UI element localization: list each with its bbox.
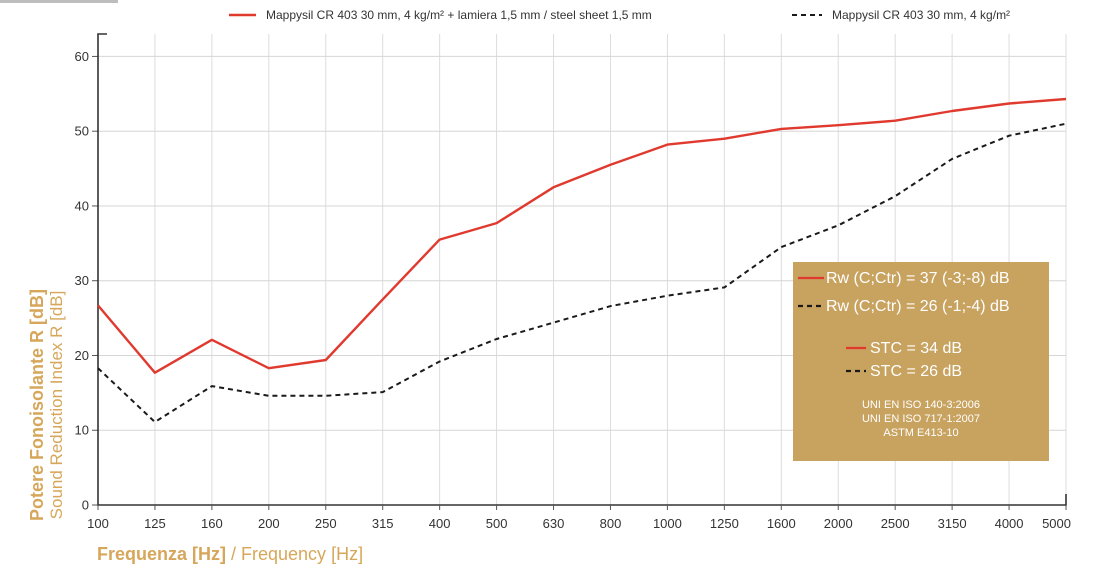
y-tick-label: 0	[82, 498, 89, 513]
x-axis-title-bold: Frequenza [Hz]	[97, 544, 226, 564]
x-tick-label: 200	[258, 516, 280, 531]
x-tick-label: 1250	[710, 516, 739, 531]
legend-label-solid: Mappysil CR 403 30 mm, 4 kg/m² + lamiera…	[266, 8, 652, 22]
y-axis-title-light: Sound Reduction Index R [dB]	[47, 291, 66, 520]
x-axis-title-light: / Frequency [Hz]	[226, 544, 363, 564]
legend-label-dashed: Mappysil CR 403 30 mm, 4 kg/m²	[832, 8, 1010, 22]
x-tick-label: 315	[372, 516, 394, 531]
x-tick-label: 2500	[881, 516, 910, 531]
series-line-dashed	[97, 122, 1067, 423]
annotation-row-text: STC = 26 dB	[870, 363, 962, 380]
x-tick-label: 160	[201, 516, 223, 531]
x-tick-label: 3150	[938, 516, 967, 531]
y-tick-label: 20	[75, 348, 89, 363]
y-tick-label: 40	[75, 198, 89, 213]
annotation-standard-text: ASTM E413-10	[883, 427, 958, 439]
annotation-row-text: Rw (C;Ctr) = 37 (-3;-8) dB	[826, 270, 1010, 287]
x-axis-title: Frequenza [Hz] / Frequency [Hz]	[97, 544, 363, 564]
x-tick-label: 1600	[767, 516, 796, 531]
annotation-box: Rw (C;Ctr) = 37 (-3;-8) dB Rw (C;Ctr) = 2…	[793, 262, 1049, 461]
annotation-standard-text: UNI EN ISO 140-3:2006	[862, 399, 980, 411]
y-tick-label: 30	[75, 273, 89, 288]
y-axis-title-bold: Potere Fonoisolante R [dB]	[27, 289, 47, 521]
x-tick-label: 800	[600, 516, 622, 531]
x-tick-label: 4000	[995, 516, 1024, 531]
x-tick-label: 125	[144, 516, 166, 531]
annotation-box-background	[793, 262, 1049, 461]
x-tick-label: 500	[486, 516, 508, 531]
x-tick-label: 2000	[824, 516, 853, 531]
y-tick-label: 10	[75, 423, 89, 438]
y-tick-label: 50	[75, 124, 89, 139]
top-rule	[0, 0, 118, 3]
x-tick-label: 1000	[653, 516, 682, 531]
legend: Mappysil CR 403 30 mm, 4 kg/m² + lamiera…	[229, 8, 1010, 22]
series-line-solid	[97, 97, 1067, 374]
annotation-row-text: Rw (C;Ctr) = 26 (-1;-4) dB	[826, 298, 1010, 315]
x-tick-label: 250	[315, 516, 337, 531]
x-tick-label: 630	[543, 516, 565, 531]
annotation-row-text: STC = 34 dB	[870, 340, 962, 357]
y-tick-label: 60	[75, 49, 89, 64]
annotation-standard-text: UNI EN ISO 717-1:2007	[862, 413, 980, 425]
x-tick-label: 400	[429, 516, 451, 531]
x-tick-label: 5000	[1042, 516, 1071, 531]
x-tick-label: 100	[87, 516, 109, 531]
